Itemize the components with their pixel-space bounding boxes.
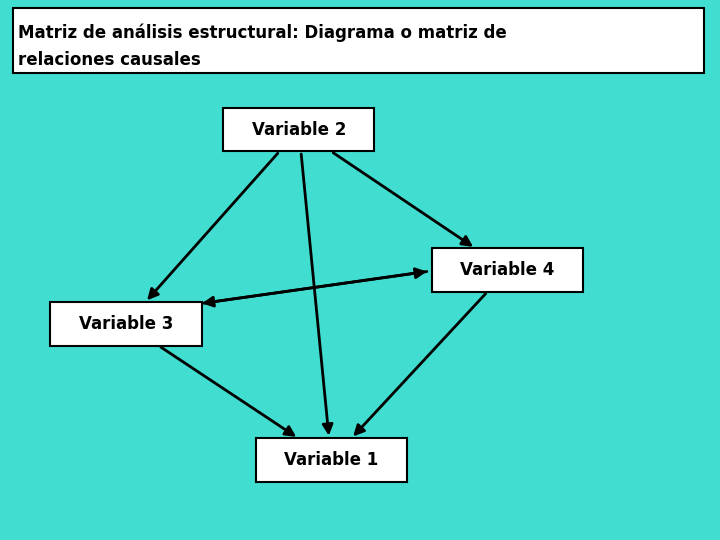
Text: Variable 3: Variable 3	[78, 315, 174, 333]
FancyBboxPatch shape	[13, 8, 704, 73]
Text: Matriz de análisis estructural: Diagrama o matriz de: Matriz de análisis estructural: Diagrama…	[18, 23, 507, 42]
Text: Variable 1: Variable 1	[284, 451, 378, 469]
Text: Variable 2: Variable 2	[251, 120, 346, 139]
FancyBboxPatch shape	[256, 438, 407, 482]
FancyBboxPatch shape	[432, 248, 583, 292]
FancyBboxPatch shape	[50, 302, 202, 346]
FancyBboxPatch shape	[223, 108, 374, 151]
Text: relaciones causales: relaciones causales	[18, 51, 201, 70]
Text: Variable 4: Variable 4	[460, 261, 555, 279]
